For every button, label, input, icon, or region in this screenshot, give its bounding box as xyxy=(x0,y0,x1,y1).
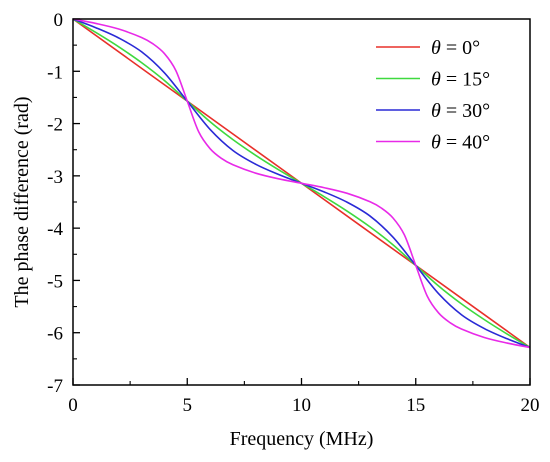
y-tick-label: -4 xyxy=(47,219,63,240)
legend-angle-text: = 15° xyxy=(441,69,490,91)
legend-angle-text: = 40° xyxy=(441,132,490,154)
legend-label-0: θ = 0° xyxy=(431,37,480,59)
y-tick-label: -5 xyxy=(47,271,63,292)
y-axis-title: The phase difference (rad) xyxy=(11,96,33,307)
y-tick-label: 0 xyxy=(54,10,64,31)
legend-theta-symbol: θ xyxy=(431,69,441,91)
legend-angle-text: = 30° xyxy=(441,100,490,122)
x-tick-label: 20 xyxy=(521,395,540,416)
y-tick-label: -6 xyxy=(47,324,63,345)
legend: θ = 0°θ = 15°θ = 30°θ = 40° xyxy=(376,37,490,154)
y-tick-label: -7 xyxy=(47,376,63,397)
x-tick-label: 10 xyxy=(292,395,311,416)
y-tick-label: -3 xyxy=(47,167,63,188)
y-tick-label: -2 xyxy=(47,115,63,136)
legend-label-2: θ = 30° xyxy=(431,100,490,122)
legend-theta-symbol: θ xyxy=(431,132,441,154)
legend-theta-symbol: θ xyxy=(431,37,441,59)
legend-label-3: θ = 40° xyxy=(431,132,490,154)
y-tick-label: -1 xyxy=(47,62,63,83)
series-lines xyxy=(72,18,531,349)
legend-label-1: θ = 15° xyxy=(431,69,490,91)
x-axis-title: Frequency (MHz) xyxy=(230,428,374,450)
tick-labels: 0 5 10 15 20 0 -1 -2 -3 -4 -5 -6 -7 xyxy=(47,10,539,416)
legend-theta-symbol: θ xyxy=(431,100,441,122)
x-tick-label: 0 xyxy=(68,395,78,416)
x-tick-label: 5 xyxy=(183,395,193,416)
legend-angle-text: = 0° xyxy=(441,37,480,59)
series-line-3 xyxy=(72,18,531,349)
x-tick-label: 15 xyxy=(406,395,425,416)
plot-frame xyxy=(72,18,531,386)
